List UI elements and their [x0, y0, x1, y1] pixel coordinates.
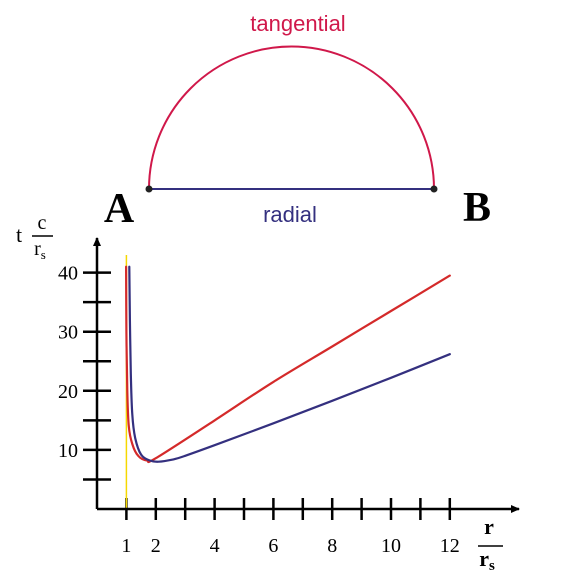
point-a-label: A [104, 186, 135, 232]
x-axis-label-denominator-r: r [479, 546, 489, 571]
y-axis-label: t c rs [16, 212, 53, 262]
point-b-dot [430, 185, 438, 193]
y-axis-label-numerator: c [38, 212, 47, 234]
x-axis-label-denominator-sub: s [489, 558, 495, 574]
y-axis-label-denominator-sub: s [41, 247, 46, 262]
x-tick-label-1: 1 [121, 535, 131, 557]
y-tick-label-20: 20 [58, 381, 78, 403]
x-tick-label-8: 8 [327, 535, 337, 557]
tangential-path [148, 45, 435, 190]
tick-labels: 1 2 4 6 8 10 12 10 20 30 40 [58, 263, 460, 557]
y-axis-label-denominator: rs [34, 238, 46, 262]
point-a-dot [145, 185, 153, 193]
x-tick-label-12: 12 [440, 535, 460, 557]
x-axis-label: r rs [478, 514, 503, 574]
x-axis-label-denominator: rs [479, 546, 495, 574]
x-tick-label-6: 6 [268, 535, 278, 557]
y-axis-label-prefix: t [16, 222, 22, 247]
series-line-2 [128, 265, 451, 463]
y-tick-label-40: 40 [58, 263, 78, 285]
x-tick-label-2: 2 [151, 535, 161, 557]
path-diagram: tangential radial A B [104, 11, 491, 232]
y-axis-label-denominator-r: r [34, 238, 41, 260]
point-b-label: B [463, 185, 491, 231]
x-tick-label-4: 4 [210, 535, 220, 557]
x-tick-label-10: 10 [381, 535, 401, 557]
x-axis-label-numerator: r [484, 514, 494, 539]
tangential-label: tangential [250, 11, 345, 36]
series-lines [125, 265, 451, 464]
series-line-1 [125, 265, 451, 464]
y-tick-label-10: 10 [58, 440, 78, 462]
y-tick-label-30: 30 [58, 322, 78, 344]
radial-label: radial [263, 202, 317, 227]
